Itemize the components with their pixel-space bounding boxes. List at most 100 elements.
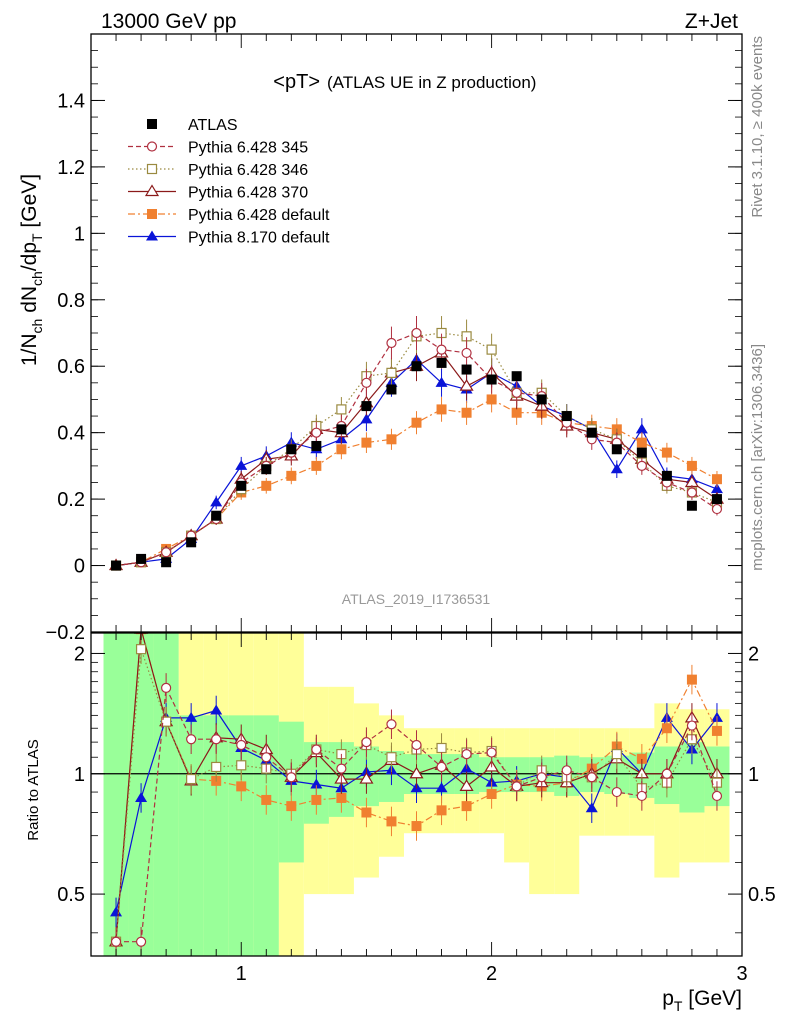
point-atlas — [336, 424, 347, 435]
point-pythia-6-428-346 — [336, 404, 347, 415]
point-atlas — [636, 447, 647, 458]
point-ratio-pythia-8-170-default — [310, 778, 323, 789]
point-ratio-pythia-6-428-default — [361, 807, 372, 818]
series-atlas — [111, 357, 722, 571]
point-ratio-pythia-6-428-default — [261, 794, 272, 805]
legend-item-pythia-6-428-370: Pythia 6.428 370 — [128, 184, 308, 202]
point-atlas — [136, 553, 147, 564]
legend: ATLAS Pythia 6.428 345 Pythia 6.428 346 Pyt… — [128, 117, 330, 247]
point-ratio-pythia-6-428-345 — [586, 772, 597, 783]
uncertainty-band-outer — [554, 728, 580, 895]
point-pythia-6-428-default — [286, 470, 297, 481]
point-atlas — [511, 371, 522, 382]
point-pythia-6-428-default — [461, 407, 472, 418]
point-pythia-6-428-default — [486, 394, 497, 405]
point-ratio-pythia-6-428-345 — [361, 737, 372, 748]
series-ratio-pythia-6-428-345 — [110, 673, 723, 956]
point-ratio-pythia-6-428-345 — [386, 719, 397, 730]
point-pythia-8-170-default — [360, 413, 373, 424]
legend-label: Pythia 8.170 default — [188, 230, 330, 247]
point-ratio-pythia-6-428-345 — [336, 763, 347, 774]
point-pythia-8-170-default — [635, 423, 648, 434]
ratio-panel: 0.5 0.5 1 1 2 2 1 2 3 Ratio to ATLAS — [25, 632, 776, 985]
point-pythia-8-170-default — [610, 463, 623, 474]
point-ratio-pythia-6-428-370 — [459, 779, 474, 791]
point-atlas — [461, 364, 472, 375]
point-atlas — [411, 361, 422, 372]
point-ratio-pythia-6-428-default — [236, 781, 247, 792]
point-ratio-pythia-6-428-346 — [236, 760, 247, 771]
point-ratio-pythia-6-428-default — [461, 801, 472, 812]
ratio-ytick-label-right: 0.5 — [748, 884, 776, 906]
ratio-ytick-label: 1 — [74, 764, 85, 786]
legend-item-pythia-8-170-default: Pythia 8.170 default — [128, 230, 330, 247]
point-ratio-pythia-6-428-345 — [236, 739, 247, 751]
point-pythia-6-428-345 — [361, 377, 372, 388]
point-atlas — [561, 411, 572, 422]
point-ratio-pythia-6-428-345 — [311, 744, 322, 755]
point-pythia-6-428-346 — [386, 367, 397, 378]
point-ratio-pythia-6-428-default — [436, 805, 447, 816]
legend-item-atlas: ATLAS — [147, 117, 238, 134]
point-ratio-pythia-6-428-default — [486, 788, 497, 799]
uncertainty-band-inner — [178, 715, 204, 956]
point-atlas — [186, 537, 197, 548]
xlabel: pT [GeV] — [662, 987, 742, 1014]
point-atlas — [261, 464, 272, 475]
point-pythia-6-428-default — [661, 447, 672, 458]
point-atlas — [661, 470, 672, 481]
point-ratio-pythia-6-428-345 — [636, 790, 647, 802]
ratio-ytick-label-right: 2 — [748, 643, 759, 665]
svg-text:1/Nch dNch/dpT [GeV]: 1/Nch dNch/dpT [GeV] — [18, 174, 45, 366]
point-pythia-6-428-default — [711, 474, 722, 485]
point-atlas — [386, 384, 397, 395]
point-atlas — [611, 444, 622, 455]
header-right: Z+Jet — [685, 10, 738, 33]
point-ratio-pythia-6-428-370 — [359, 771, 374, 784]
point-atlas — [536, 394, 547, 405]
ratio-ytick-label-right: 1 — [748, 764, 759, 786]
ratio-ytick-label: 0.5 — [57, 884, 85, 906]
header-left: 13000 GeV pp — [101, 10, 236, 33]
point-pythia-6-428-345 — [411, 327, 422, 339]
point-atlas — [436, 357, 447, 368]
legend-item-pythia-6-428-345: Pythia 6.428 345 — [128, 140, 308, 157]
point-pythia-8-170-default — [210, 496, 223, 507]
xtick-label: 3 — [736, 963, 747, 985]
point-pythia-6-428-345 — [436, 344, 447, 355]
point-pythia-6-428-default — [636, 437, 647, 448]
point-pythia-6-428-345 — [461, 347, 472, 359]
point-pythia-6-428-345 — [161, 547, 172, 558]
point-ratio-pythia-6-428-345 — [411, 739, 422, 751]
legend-item-pythia-6-428-346: Pythia 6.428 346 — [128, 162, 308, 179]
point-ratio-pythia-6-428-345 — [261, 752, 272, 763]
xtick-label: 1 — [236, 963, 247, 985]
line-pythia-8-170-default — [115, 358, 718, 567]
point-ratio-pythia-8-170-default — [210, 704, 223, 715]
point-ratio-pythia-6-428-345 — [161, 682, 172, 693]
svg-text:pT [GeV]: pT [GeV] — [662, 987, 742, 1014]
point-pythia-6-428-default — [311, 460, 322, 471]
ytick-label: 1 — [74, 223, 85, 245]
legend-marker — [146, 163, 158, 175]
point-ratio-pythia-6-428-346 — [436, 742, 447, 754]
point-ratio-pythia-6-428-346 — [211, 761, 222, 773]
point-ratio-pythia-6-428-345 — [561, 765, 572, 776]
ytick-label: 0.6 — [57, 356, 85, 378]
analysis-label: ATLAS_2019_I1736531 — [342, 591, 491, 607]
point-pythia-6-428-default — [336, 444, 347, 455]
point-ratio-pythia-8-170-default — [185, 711, 198, 722]
main-ylabel: 1/Nch dNch/dpT [GeV] — [18, 174, 45, 366]
point-ratio-pythia-6-428-default — [636, 753, 647, 764]
legend-item-pythia-6-428-default: Pythia 6.428 default — [128, 207, 330, 224]
point-pythia-6-428-345 — [511, 387, 522, 398]
point-atlas — [311, 440, 322, 451]
point-atlas — [236, 480, 247, 491]
legend-label: Pythia 6.428 default — [188, 207, 330, 224]
ytick-label: −0.2 — [46, 622, 85, 644]
legend-label: Pythia 6.428 346 — [188, 162, 308, 179]
point-ratio-pythia-6-428-370 — [409, 766, 424, 779]
point-atlas — [586, 427, 597, 438]
point-ratio-pythia-6-428-345 — [686, 720, 698, 731]
